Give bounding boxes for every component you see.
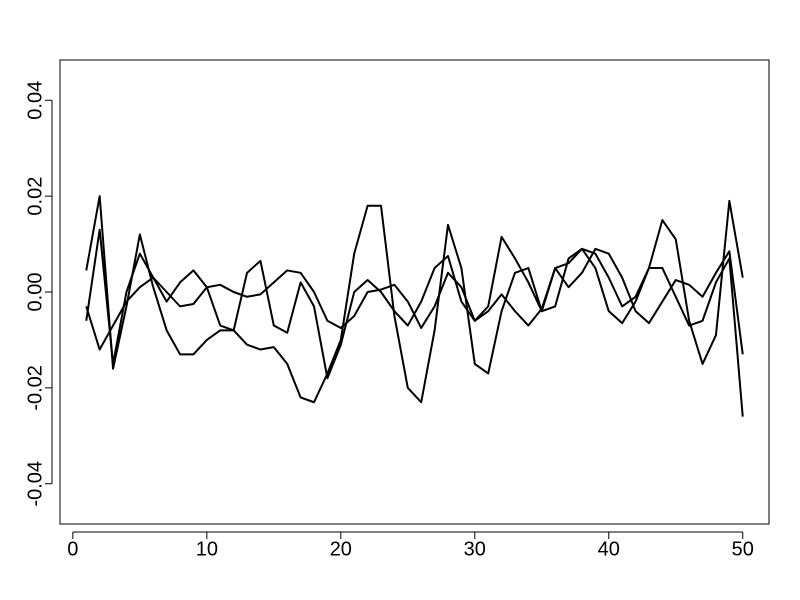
x-tick-label: 40 <box>598 538 620 560</box>
x-tick-label: 0 <box>67 538 78 560</box>
x-tick-label: 10 <box>196 538 218 560</box>
series-line <box>85 195 744 404</box>
x-tick-label: 50 <box>732 538 754 560</box>
y-tick-label: 0.04 <box>24 81 46 120</box>
y-tick-label: -0.04 <box>24 461 46 507</box>
x-tick-label: 30 <box>464 538 486 560</box>
y-tick-label: 0.00 <box>24 273 46 312</box>
y-tick-label: -0.02 <box>24 365 46 411</box>
y-tick-label: 0.02 <box>24 177 46 216</box>
plot-frame <box>59 59 770 525</box>
x-tick-label: 20 <box>330 538 352 560</box>
series-line <box>85 228 744 417</box>
series-line <box>85 247 744 355</box>
